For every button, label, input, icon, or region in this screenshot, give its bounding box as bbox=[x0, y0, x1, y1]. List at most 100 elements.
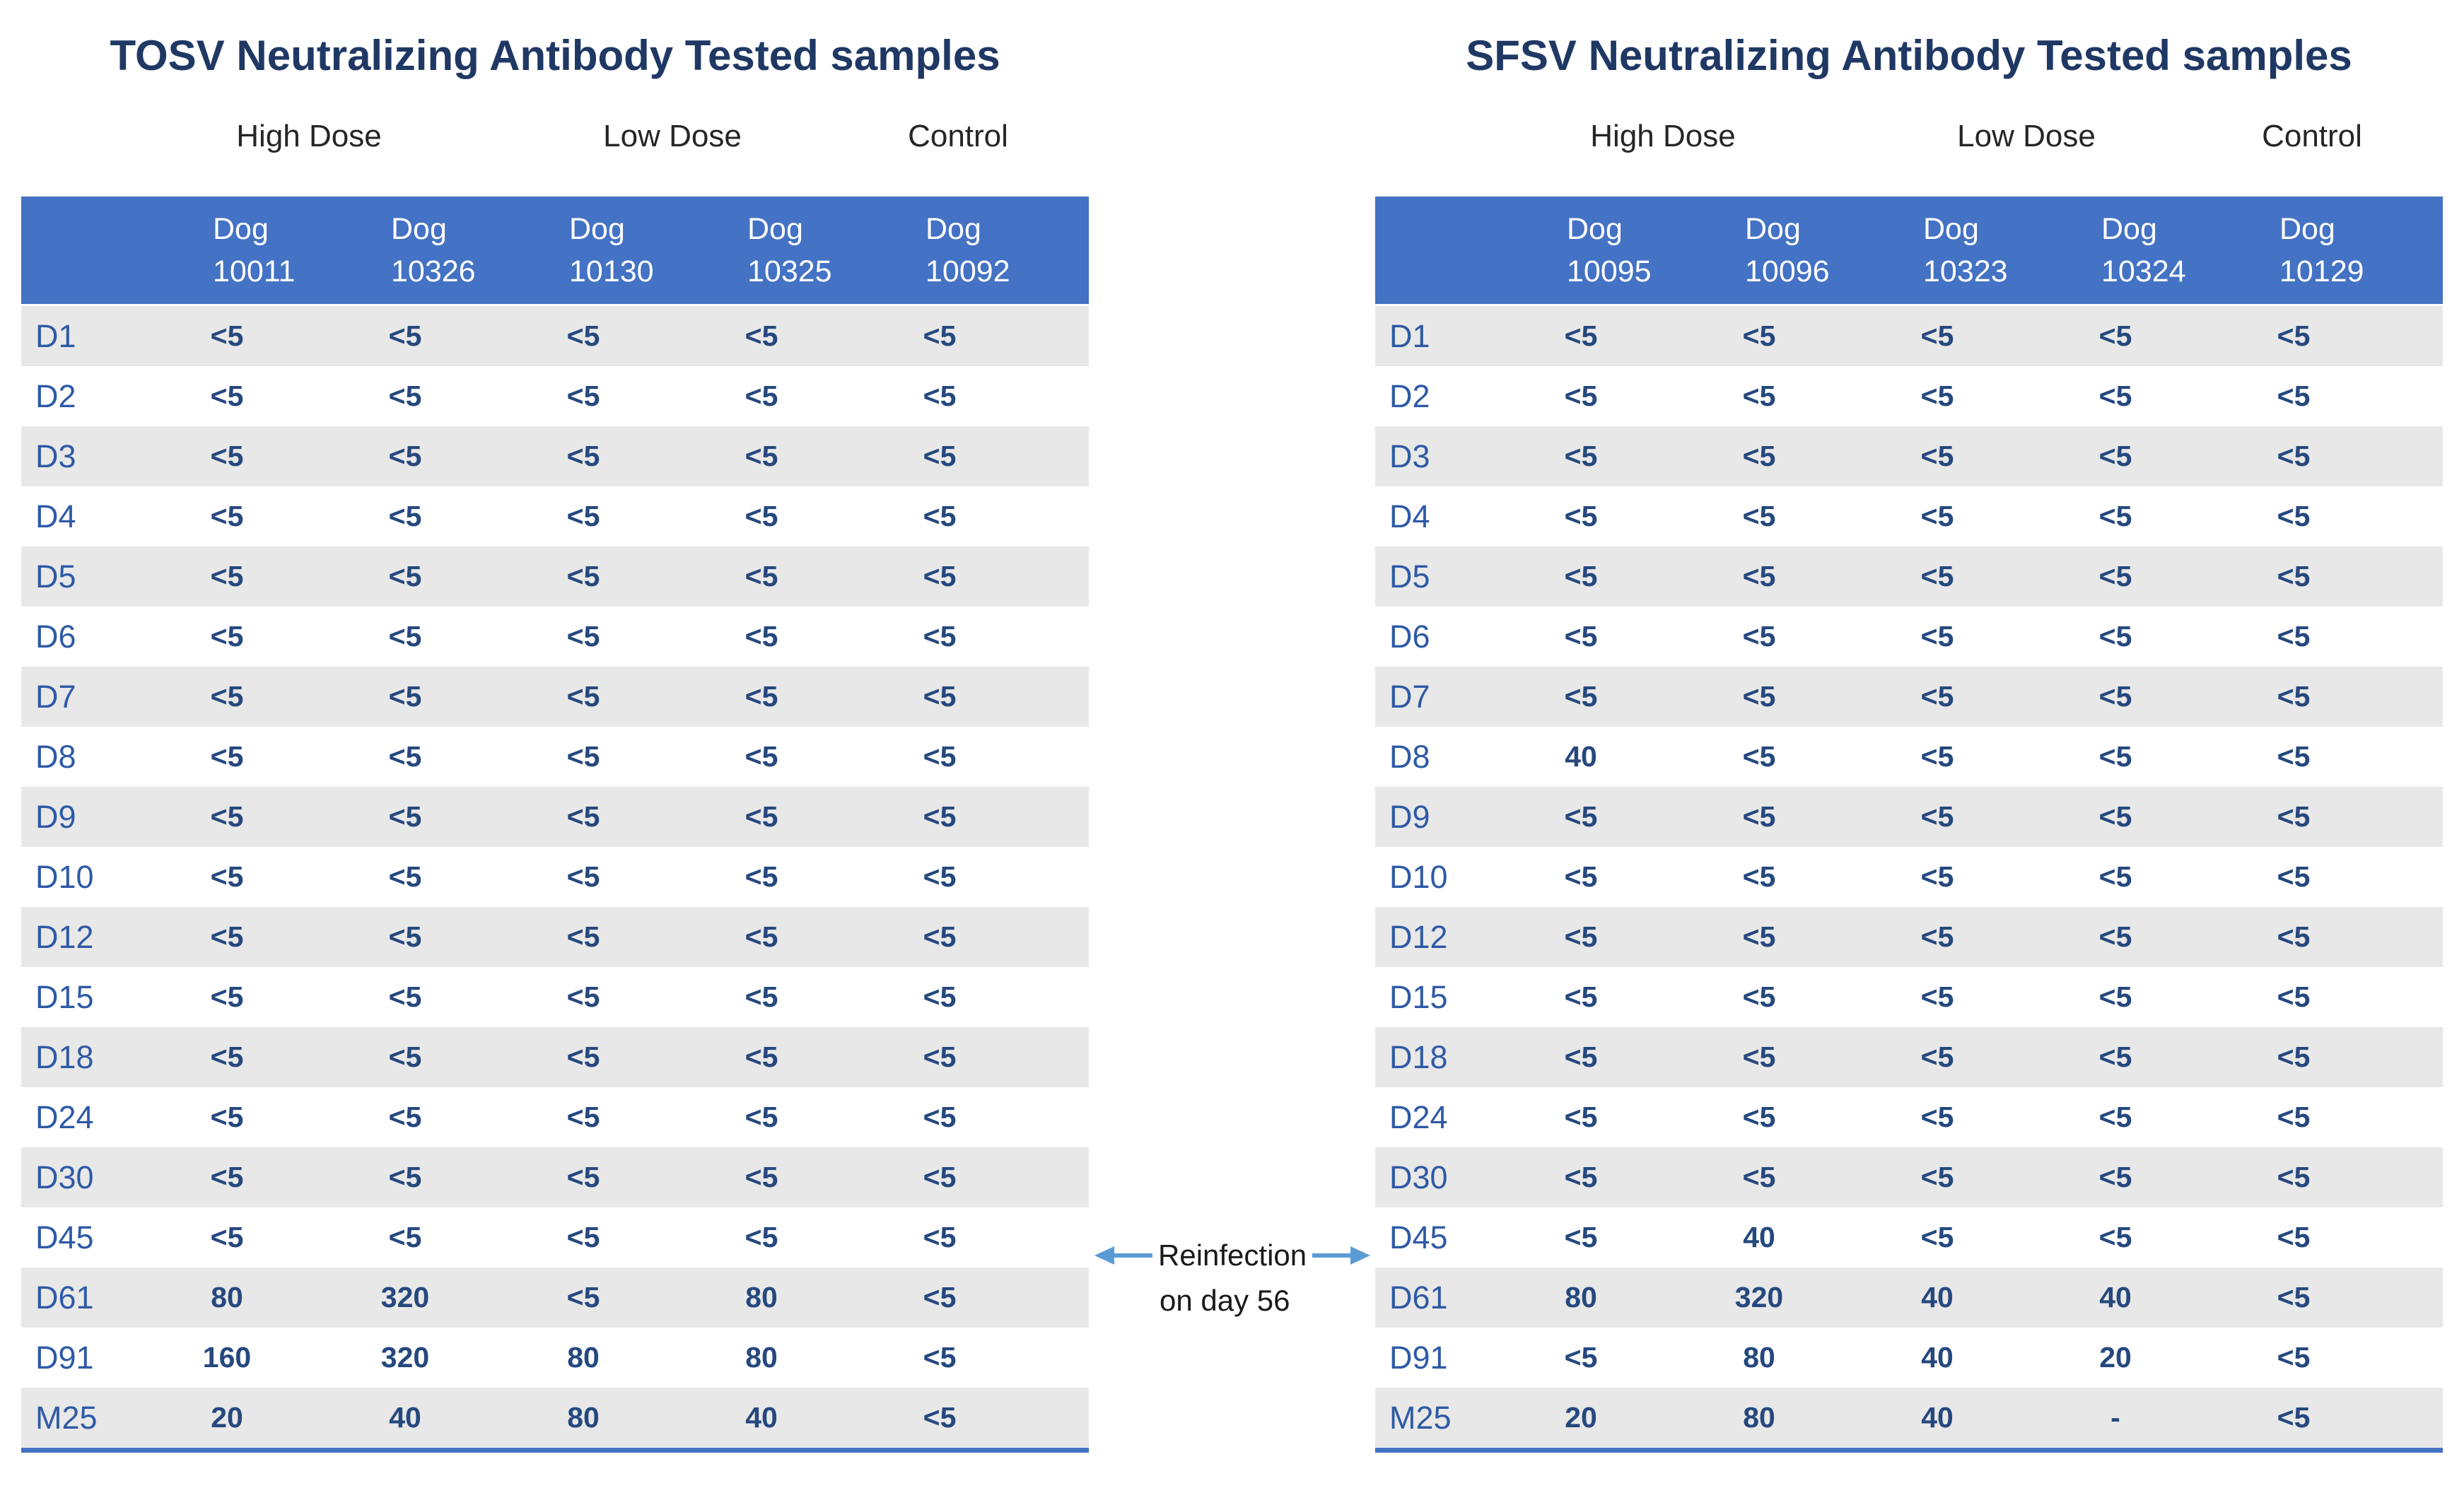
value-cell: <5 bbox=[210, 1161, 244, 1193]
dose-group-header: High Dose Low Dose Control bbox=[21, 119, 1089, 158]
group-label-control: Control bbox=[908, 119, 1008, 153]
value-cell: <5 bbox=[923, 1161, 957, 1193]
value-cell: <5 bbox=[210, 800, 244, 833]
value-cell: <5 bbox=[745, 440, 778, 472]
value-cell: <5 bbox=[2098, 1161, 2132, 1193]
row-label: D1 bbox=[1389, 317, 1430, 354]
table-row-D7: D7 <5 <5 <5 <5 <5 bbox=[1375, 667, 2443, 727]
value-cell: <5 bbox=[566, 560, 600, 592]
value-cell: <5 bbox=[1742, 500, 1776, 532]
value-cell: <5 bbox=[1564, 560, 1598, 592]
value-cell: <5 bbox=[2098, 320, 2132, 352]
row-label: D91 bbox=[35, 1339, 94, 1376]
row-label: D18 bbox=[1389, 1038, 1448, 1075]
row-label: D9 bbox=[35, 798, 76, 835]
value-cell: <5 bbox=[566, 500, 600, 532]
value-cell: <5 bbox=[923, 1221, 957, 1253]
value-cell: <5 bbox=[388, 1221, 422, 1253]
value-cell: 80 bbox=[567, 1341, 600, 1374]
value-cell: <5 bbox=[1564, 1221, 1598, 1253]
row-label: D30 bbox=[1389, 1159, 1448, 1195]
row-label: D1 bbox=[35, 317, 76, 354]
table-row-D12: D12 <5 <5 <5 <5 <5 bbox=[21, 907, 1089, 967]
dog-word: Dog bbox=[2101, 212, 2157, 246]
value-cell: <5 bbox=[745, 620, 778, 652]
column-header-dog-10325: Dog 10325 bbox=[672, 208, 851, 293]
value-cell: <5 bbox=[745, 740, 778, 773]
value-cell: 40 bbox=[2099, 1281, 2132, 1313]
value-cell: <5 bbox=[1920, 1161, 1954, 1193]
value-cell: <5 bbox=[388, 320, 422, 352]
row-label: D24 bbox=[35, 1099, 94, 1135]
dog-id: 10092 bbox=[926, 254, 1010, 288]
row-label: D4 bbox=[1389, 498, 1430, 534]
value-cell: <5 bbox=[388, 740, 422, 773]
value-cell: <5 bbox=[1920, 440, 1954, 472]
value-cell: <5 bbox=[210, 440, 244, 472]
value-cell: <5 bbox=[923, 500, 957, 532]
value-cell: <5 bbox=[923, 1401, 957, 1434]
value-cell: <5 bbox=[2098, 740, 2132, 773]
value-cell: 40 bbox=[389, 1401, 421, 1434]
value-cell: <5 bbox=[1564, 1161, 1598, 1193]
reinfection-annotation: Reinfection on day 56 bbox=[1094, 1239, 1377, 1318]
value-cell: <5 bbox=[1920, 860, 1954, 893]
value-cell: 160 bbox=[202, 1341, 252, 1374]
value-cell: <5 bbox=[1742, 1161, 1776, 1193]
value-cell: 40 bbox=[1565, 740, 1597, 773]
dog-id: 10096 bbox=[1745, 254, 1830, 288]
value-cell: <5 bbox=[210, 1221, 244, 1253]
value-cell: <5 bbox=[923, 980, 957, 1013]
table-row-D30: D30 <5 <5 <5 <5 <5 bbox=[1375, 1147, 2443, 1207]
value-cell: <5 bbox=[923, 920, 957, 953]
value-cell: - bbox=[2110, 1401, 2120, 1434]
table-row-M25: M25 20 80 40 - <5 bbox=[1375, 1388, 2443, 1448]
sfsv-table: SFSV Neutralizing Antibody Tested sample… bbox=[1375, 0, 2443, 1456]
value-cell: <5 bbox=[210, 680, 244, 713]
value-cell: <5 bbox=[2277, 1401, 2311, 1434]
value-cell: <5 bbox=[210, 980, 244, 1013]
table-row-D9: D9 <5 <5 <5 <5 <5 bbox=[1375, 787, 2443, 847]
group-label-high-dose: High Dose bbox=[1590, 119, 1736, 153]
value-cell: <5 bbox=[1742, 920, 1776, 953]
value-cell: <5 bbox=[2277, 1161, 2311, 1193]
value-cell: <5 bbox=[388, 620, 422, 652]
value-cell: <5 bbox=[1920, 1221, 1954, 1253]
row-label: D45 bbox=[35, 1219, 94, 1255]
value-cell: <5 bbox=[923, 1101, 957, 1133]
value-cell: <5 bbox=[1920, 620, 1954, 652]
value-cell: <5 bbox=[1742, 860, 1776, 893]
row-label: D5 bbox=[35, 558, 76, 595]
value-cell: 80 bbox=[1743, 1341, 1775, 1374]
arrow-left-icon bbox=[1094, 1246, 1152, 1265]
value-cell: <5 bbox=[210, 740, 244, 773]
table-row-D3: D3 <5 <5 <5 <5 <5 bbox=[21, 426, 1089, 486]
value-cell: <5 bbox=[1564, 500, 1598, 532]
column-header-dog-10324: Dog 10324 bbox=[2026, 208, 2205, 293]
value-cell: <5 bbox=[923, 380, 957, 412]
value-cell: <5 bbox=[1564, 680, 1598, 713]
value-cell: 80 bbox=[745, 1341, 778, 1374]
table-row-D1: D1 <5 <5 <5 <5 <5 bbox=[21, 306, 1089, 366]
value-cell: <5 bbox=[2277, 1041, 2311, 1073]
table-row-D1: D1 <5 <5 <5 <5 <5 bbox=[1375, 306, 2443, 366]
value-cell: 40 bbox=[1743, 1221, 1775, 1253]
value-cell: <5 bbox=[210, 1101, 244, 1133]
table-rows: D1 <5 <5 <5 <5 <5 D2 <5 <5 <5 <5 <5 D3 <5 <5 <5 <5 <5 D4 <5… bbox=[21, 306, 1089, 1448]
value-cell: <5 bbox=[1920, 800, 1954, 833]
table-rows: D1 <5 <5 <5 <5 <5 D2 <5 <5 <5 <5 <5 D3 <5 <5 <5 <5 <5 D4 <5… bbox=[1375, 306, 2443, 1448]
value-cell: <5 bbox=[388, 800, 422, 833]
table-row-D9: D9 <5 <5 <5 <5 <5 bbox=[21, 787, 1089, 847]
value-cell: <5 bbox=[566, 860, 600, 893]
value-cell: <5 bbox=[2277, 1341, 2311, 1374]
value-cell: <5 bbox=[1920, 740, 1954, 773]
group-label-control: Control bbox=[2262, 119, 2362, 153]
value-cell: <5 bbox=[1742, 980, 1776, 1013]
dog-word: Dog bbox=[1745, 212, 1801, 246]
table-row-D6: D6 <5 <5 <5 <5 <5 bbox=[1375, 607, 2443, 667]
value-cell: 80 bbox=[1565, 1281, 1597, 1313]
value-cell: <5 bbox=[923, 800, 957, 833]
row-label: D4 bbox=[35, 498, 76, 534]
value-cell: <5 bbox=[745, 1041, 778, 1073]
row-label: M25 bbox=[1389, 1399, 1452, 1436]
